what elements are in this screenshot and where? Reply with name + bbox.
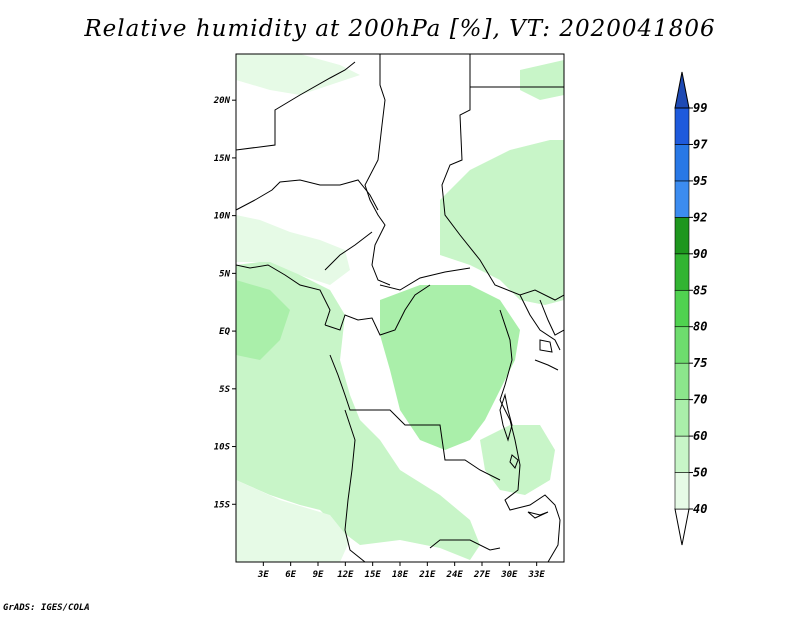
lat-tick-label: 5S: [219, 385, 230, 395]
colorbar-bin: [674, 144, 690, 182]
lon-tick-label: 9E: [313, 570, 324, 580]
lon-tick-label: 30E: [500, 570, 518, 580]
humidity-region-central: [380, 285, 520, 450]
colorbar-label: 80: [693, 320, 707, 334]
colorbar-bin: [674, 435, 690, 473]
colorbar-label: 70: [693, 393, 707, 407]
lat-tick-label: 15N: [214, 154, 231, 164]
colorbar-bin: [674, 472, 690, 510]
colorbar: 40 50 60 70 75 80 85 90 92 95 97 99: [674, 71, 708, 546]
colorbar-bin: [674, 289, 690, 328]
lat-tick-label: 15S: [214, 500, 231, 510]
lon-tick-label: 3E: [257, 570, 269, 580]
lon-tick-label: 33E: [528, 570, 546, 580]
lat-tick-label: 10S: [214, 443, 231, 453]
humidity-region-east: [440, 140, 564, 305]
colorbar-bin: [674, 399, 690, 437]
colorbar-bin: [674, 217, 690, 255]
colorbar-bin: [674, 107, 690, 145]
colorbar-label: 40: [693, 502, 707, 516]
colorbar-label: 85: [693, 283, 707, 297]
lon-tick-label: 24E: [446, 570, 464, 580]
lat-tick-label: 10N: [214, 212, 231, 222]
colorbar-bin: [674, 253, 690, 291]
humidity-region-gulf-guinea: [236, 215, 350, 285]
colorbar-lower-arrow: [674, 508, 690, 546]
chart-title: Relative humidity at 200hPa [%], VT: 202…: [84, 16, 716, 42]
humidity-region-northeast: [520, 60, 564, 100]
colorbar-label: 92: [693, 210, 707, 224]
humidity-region-north: [236, 54, 360, 95]
colorbar-label: 60: [693, 429, 707, 443]
credit-text: GrADS: IGES/COLA: [3, 603, 90, 613]
colorbar-bin: [674, 362, 690, 400]
humidity-field: [236, 54, 564, 562]
colorbar-label: 97: [693, 137, 708, 151]
map-borders: [236, 54, 564, 562]
humidity-region-west-coast: [236, 280, 290, 360]
lat-tick-label: 5N: [219, 269, 230, 279]
colorbar-label: 95: [693, 174, 707, 188]
lat-tick-label: EQ: [219, 327, 230, 337]
colorbar-label: 99: [693, 101, 707, 115]
lon-tick-label: 27E: [473, 570, 491, 580]
colorbar-label: 50: [693, 466, 707, 480]
colorbar-bin: [674, 180, 690, 218]
colorbar-upper-arrow: [674, 71, 690, 109]
colorbar-label: 75: [693, 356, 707, 370]
colorbar-label: 90: [693, 247, 707, 261]
humidity-region-southwest: [236, 260, 480, 560]
lon-tick-label: 6E: [285, 570, 296, 580]
lon-tick-label: 21E: [418, 570, 436, 580]
lat-tick-label: 20N: [213, 96, 231, 106]
lon-tick-label: 18E: [392, 570, 409, 580]
lon-tick-label: 12E: [337, 570, 354, 580]
lakes: [499, 339, 553, 519]
colorbar-bin: [674, 326, 690, 364]
lon-tick-label: 15E: [365, 570, 382, 580]
humidity-region-south-band: [236, 480, 350, 562]
